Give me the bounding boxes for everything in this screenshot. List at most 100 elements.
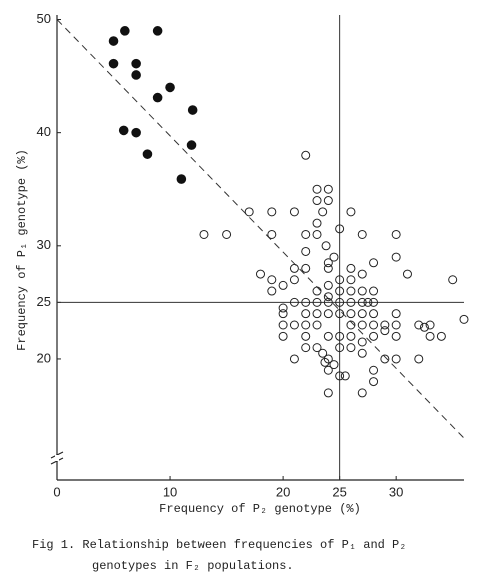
x-tick-label: 30 (389, 484, 403, 499)
filled-point (108, 36, 119, 46)
open-point (323, 258, 333, 268)
open-point (323, 184, 333, 194)
open-point (301, 246, 311, 256)
open-point (301, 309, 311, 319)
open-point (346, 309, 356, 319)
x-tick-label: 25 (332, 484, 346, 499)
open-point (320, 357, 330, 367)
open-point (329, 252, 339, 262)
open-point (335, 371, 345, 381)
open-point (278, 331, 288, 341)
open-point (312, 286, 322, 296)
y-tick-label: 25 (37, 294, 51, 309)
filled-point (142, 149, 153, 159)
plot: 0 10 20 25 30 20 25 30 40 50 (37, 11, 469, 499)
open-point (369, 365, 379, 375)
open-point (391, 252, 401, 262)
open-point (346, 263, 356, 273)
open-point (391, 229, 401, 239)
open-point (301, 320, 311, 330)
open-point (335, 343, 345, 353)
open-point (419, 322, 429, 332)
open-point (289, 320, 299, 330)
open-point (369, 331, 379, 341)
open-point (323, 388, 333, 398)
filled-point (120, 26, 130, 36)
filled-point (131, 70, 141, 80)
open-point (318, 348, 328, 358)
open-point (436, 331, 446, 341)
open-point (312, 229, 322, 239)
y-tick-label: 40 (37, 124, 51, 139)
open-point (323, 365, 333, 375)
open-point (357, 337, 367, 347)
open-point (267, 286, 277, 296)
open-point (346, 275, 356, 285)
open-point (414, 354, 424, 364)
open-point (335, 309, 345, 319)
open-point (323, 331, 333, 341)
open-point (335, 297, 345, 307)
y-tick-label: 50 (37, 11, 51, 26)
open-point (312, 196, 322, 206)
open-point (340, 371, 350, 381)
open-point (301, 150, 311, 160)
open-point (346, 297, 356, 307)
open-point (301, 263, 311, 273)
open-point (346, 286, 356, 296)
open-point (357, 229, 367, 239)
open-point (335, 275, 345, 285)
open-point (301, 331, 311, 341)
open-point (369, 297, 379, 307)
open-point (357, 388, 367, 398)
open-point (346, 331, 356, 341)
open-point (312, 320, 322, 330)
caption-line: Fig 1. Relationship between frequencies … (32, 538, 406, 552)
open-point (357, 286, 367, 296)
open-point (391, 354, 401, 364)
open-point (380, 320, 390, 330)
open-point (323, 263, 333, 273)
open-point (380, 326, 390, 336)
open-point (312, 218, 322, 228)
filled-point (152, 92, 163, 103)
open-point (346, 320, 356, 330)
open-point (278, 320, 288, 330)
open-point (256, 269, 265, 279)
open-point (318, 207, 328, 217)
filled-point (131, 58, 141, 69)
open-point (414, 320, 424, 330)
open-point (357, 297, 367, 307)
open-point (335, 224, 345, 234)
open-point (289, 207, 299, 217)
open-point (402, 269, 412, 279)
open-point (267, 275, 277, 285)
x-tick-label: 0 (53, 484, 60, 499)
filled-point (152, 26, 163, 36)
open-point (301, 343, 311, 353)
open-point (278, 309, 288, 319)
open-point (301, 229, 311, 239)
open-point (199, 229, 209, 239)
open-point (312, 184, 322, 194)
open-point (357, 348, 367, 358)
open-point (391, 309, 401, 319)
filled-point (186, 140, 197, 150)
open-point (278, 303, 288, 313)
open-point (346, 343, 356, 353)
trend-line (56, 19, 465, 439)
open-point (278, 280, 288, 290)
open-point (357, 309, 367, 319)
filled-point (176, 174, 187, 184)
open-point (323, 354, 333, 364)
open-point (244, 207, 254, 217)
open-point (346, 207, 356, 217)
open-point (289, 275, 299, 285)
x-tick-label: 10 (163, 484, 177, 499)
open-point (369, 320, 379, 330)
open-point (335, 286, 345, 296)
open-point (312, 297, 322, 307)
open-point (301, 297, 311, 307)
open-point (425, 331, 435, 341)
